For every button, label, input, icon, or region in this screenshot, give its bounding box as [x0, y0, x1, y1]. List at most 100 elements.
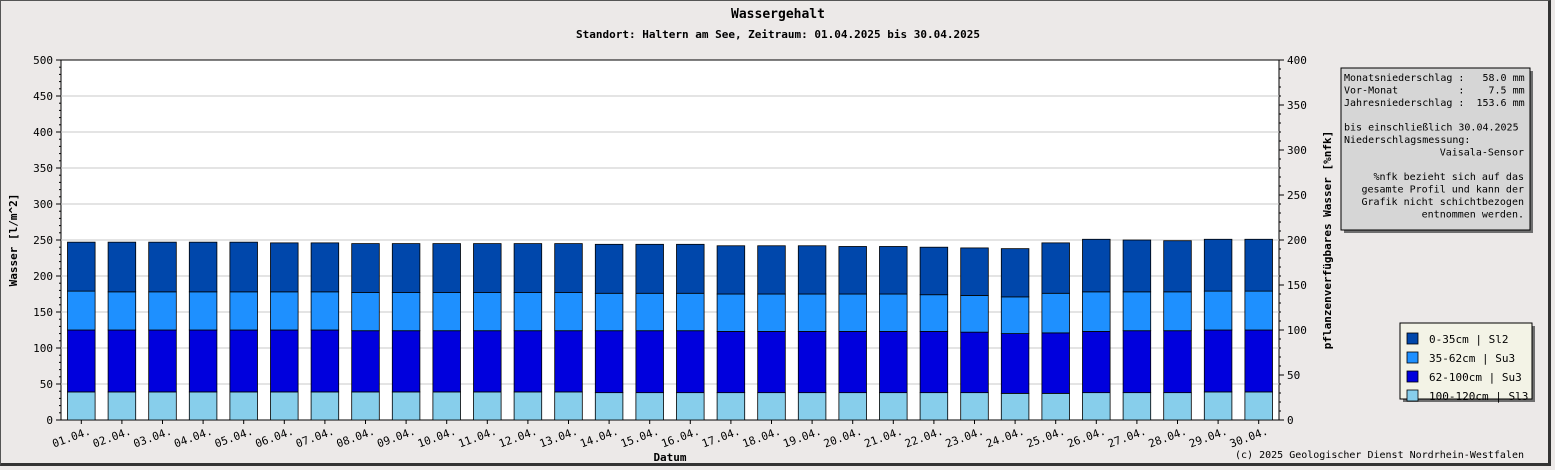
bar-segment-3 — [188, 291, 218, 331]
x-tick-label: 21.04. — [863, 425, 905, 451]
bar-segment-2 — [716, 331, 746, 394]
x-tick-label: 18.04. — [741, 425, 783, 451]
legend-label: 0-35cm | Sl2 — [1429, 333, 1508, 346]
x-tick-label: 30.04. — [1228, 425, 1270, 451]
bar-segment-4 — [554, 243, 583, 293]
y2-tick-label: 0 — [1287, 414, 1294, 427]
bar-segment-2 — [1082, 331, 1111, 394]
bar-segment-3 — [67, 290, 96, 331]
bar-segment-3 — [391, 292, 421, 332]
y2-tick-label: 350 — [1287, 99, 1307, 112]
y-axis-right: 0 50 100 150 200 250 300 350 400 — [1279, 54, 1307, 427]
bar-segment-2 — [676, 330, 705, 394]
bar-segment-4 — [676, 243, 705, 294]
bar-segment-1 — [838, 392, 867, 421]
bar-segment-2 — [554, 330, 583, 393]
bar-segment-1 — [1203, 391, 1233, 421]
bar-segment-4 — [1082, 238, 1111, 293]
bar-segment-4 — [1041, 242, 1070, 294]
y-tick-label: 450 — [33, 90, 53, 103]
y-tick-label: 0 — [46, 414, 53, 427]
bar-segment-3 — [554, 292, 583, 332]
x-tick-label: 28.04. — [1147, 425, 1189, 451]
bar-segment-3 — [148, 291, 177, 331]
bar-segment-2 — [148, 329, 177, 393]
y2-tick-label: 200 — [1287, 234, 1307, 247]
bar-segment-4 — [351, 243, 380, 293]
x-tick-label: 17.04. — [700, 425, 742, 451]
bar-segment-3 — [1122, 291, 1152, 332]
x-tick-label: 05.04. — [213, 425, 255, 451]
bar-segment-1 — [391, 391, 421, 421]
bar-segment-4 — [1163, 240, 1192, 293]
bar-segment-3 — [919, 294, 949, 332]
info-line: bis einschließlich 30.04.2025 — [1344, 123, 1519, 134]
bar-segment-4 — [879, 246, 908, 295]
info-line: Niederschlagsmessung: — [1344, 135, 1470, 146]
bar-segment-3 — [1041, 292, 1070, 334]
x-tick-label: 24.04. — [984, 425, 1026, 451]
bar-segment-2 — [635, 330, 664, 394]
legend-label: 62-100cm | Su3 — [1429, 371, 1522, 384]
bar-segment-1 — [310, 391, 340, 421]
bar-segment-4 — [391, 243, 421, 293]
info-line: Grafik nicht schichtbezogen — [1361, 197, 1524, 208]
x-tick-label: 09.04. — [375, 425, 417, 451]
chart-title: Wassergehalt — [731, 7, 825, 22]
bar-segment-4 — [1122, 239, 1152, 293]
x-tick-label: 25.04. — [1025, 425, 1067, 451]
bar-segment-4 — [310, 242, 340, 293]
bar-segment-1 — [716, 392, 746, 421]
bar-segment-2 — [797, 331, 827, 394]
bar-segment-1 — [1041, 392, 1070, 421]
bar-segment-2 — [1041, 332, 1070, 394]
bar-segment-4 — [757, 245, 786, 295]
x-tick-label: 22.04. — [903, 425, 945, 451]
bar-segment-4 — [148, 241, 177, 293]
y2-tick-label: 100 — [1287, 324, 1307, 337]
x-tick-label: 01.04. — [51, 425, 93, 451]
bar-segment-4 — [107, 241, 137, 293]
y2-axis-label: pflanzenverfügbares Wasser [%nfk] — [1321, 131, 1334, 350]
legend-label: 100-120cm | Sl3 — [1429, 390, 1528, 403]
legend: 0-35cm | Sl2 35-62cm | Su3 62-100cm | Su3 1… — [1399, 322, 1535, 403]
bar-segment-3 — [838, 293, 867, 332]
y2-tick-label: 50 — [1287, 369, 1300, 382]
bar-segment-3 — [473, 292, 502, 332]
x-tick-label: 26.04. — [1066, 425, 1108, 451]
x-tick-label: 08.04. — [335, 425, 377, 451]
bar-segment-4 — [67, 241, 96, 292]
x-tick-label: 19.04. — [781, 425, 823, 451]
y-axis-label: Wasser [l/m^2] — [7, 194, 20, 287]
bar-segment-2 — [67, 329, 96, 393]
bar-segment-2 — [351, 330, 380, 393]
bar-segment-4 — [229, 241, 258, 293]
bar-segment-4 — [797, 245, 827, 295]
bar-segment-1 — [107, 391, 137, 421]
y2-tick-label: 250 — [1287, 189, 1307, 202]
bar-segment-1 — [1122, 392, 1152, 421]
x-tick-label: 12.04. — [497, 425, 539, 451]
bar-segment-1 — [960, 392, 989, 421]
bar-segment-3 — [107, 291, 137, 331]
bar-segment-1 — [1000, 392, 1030, 421]
bar-segment-2 — [270, 329, 299, 393]
bar-segment-3 — [960, 295, 989, 333]
bar-segment-3 — [270, 291, 299, 331]
bar-segment-2 — [432, 330, 461, 393]
bar-segment-1 — [270, 391, 299, 421]
bar-segment-2 — [107, 329, 137, 393]
y-tick-label: 50 — [40, 378, 53, 391]
bar-segment-4 — [635, 243, 664, 294]
x-tick-label: 29.04. — [1187, 425, 1229, 451]
copyright-text: (c) 2025 Geologischer Dienst Nordrhein-W… — [1235, 450, 1524, 461]
bar-segment-3 — [1163, 291, 1192, 332]
bar-segment-1 — [919, 392, 949, 421]
bar-segment-3 — [716, 293, 746, 332]
x-tick-label: 10.04. — [416, 425, 458, 451]
bar-segment-1 — [513, 391, 543, 421]
y2-tick-label: 400 — [1287, 54, 1307, 67]
bar-segment-2 — [1163, 330, 1192, 394]
bar-segment-3 — [676, 292, 705, 332]
